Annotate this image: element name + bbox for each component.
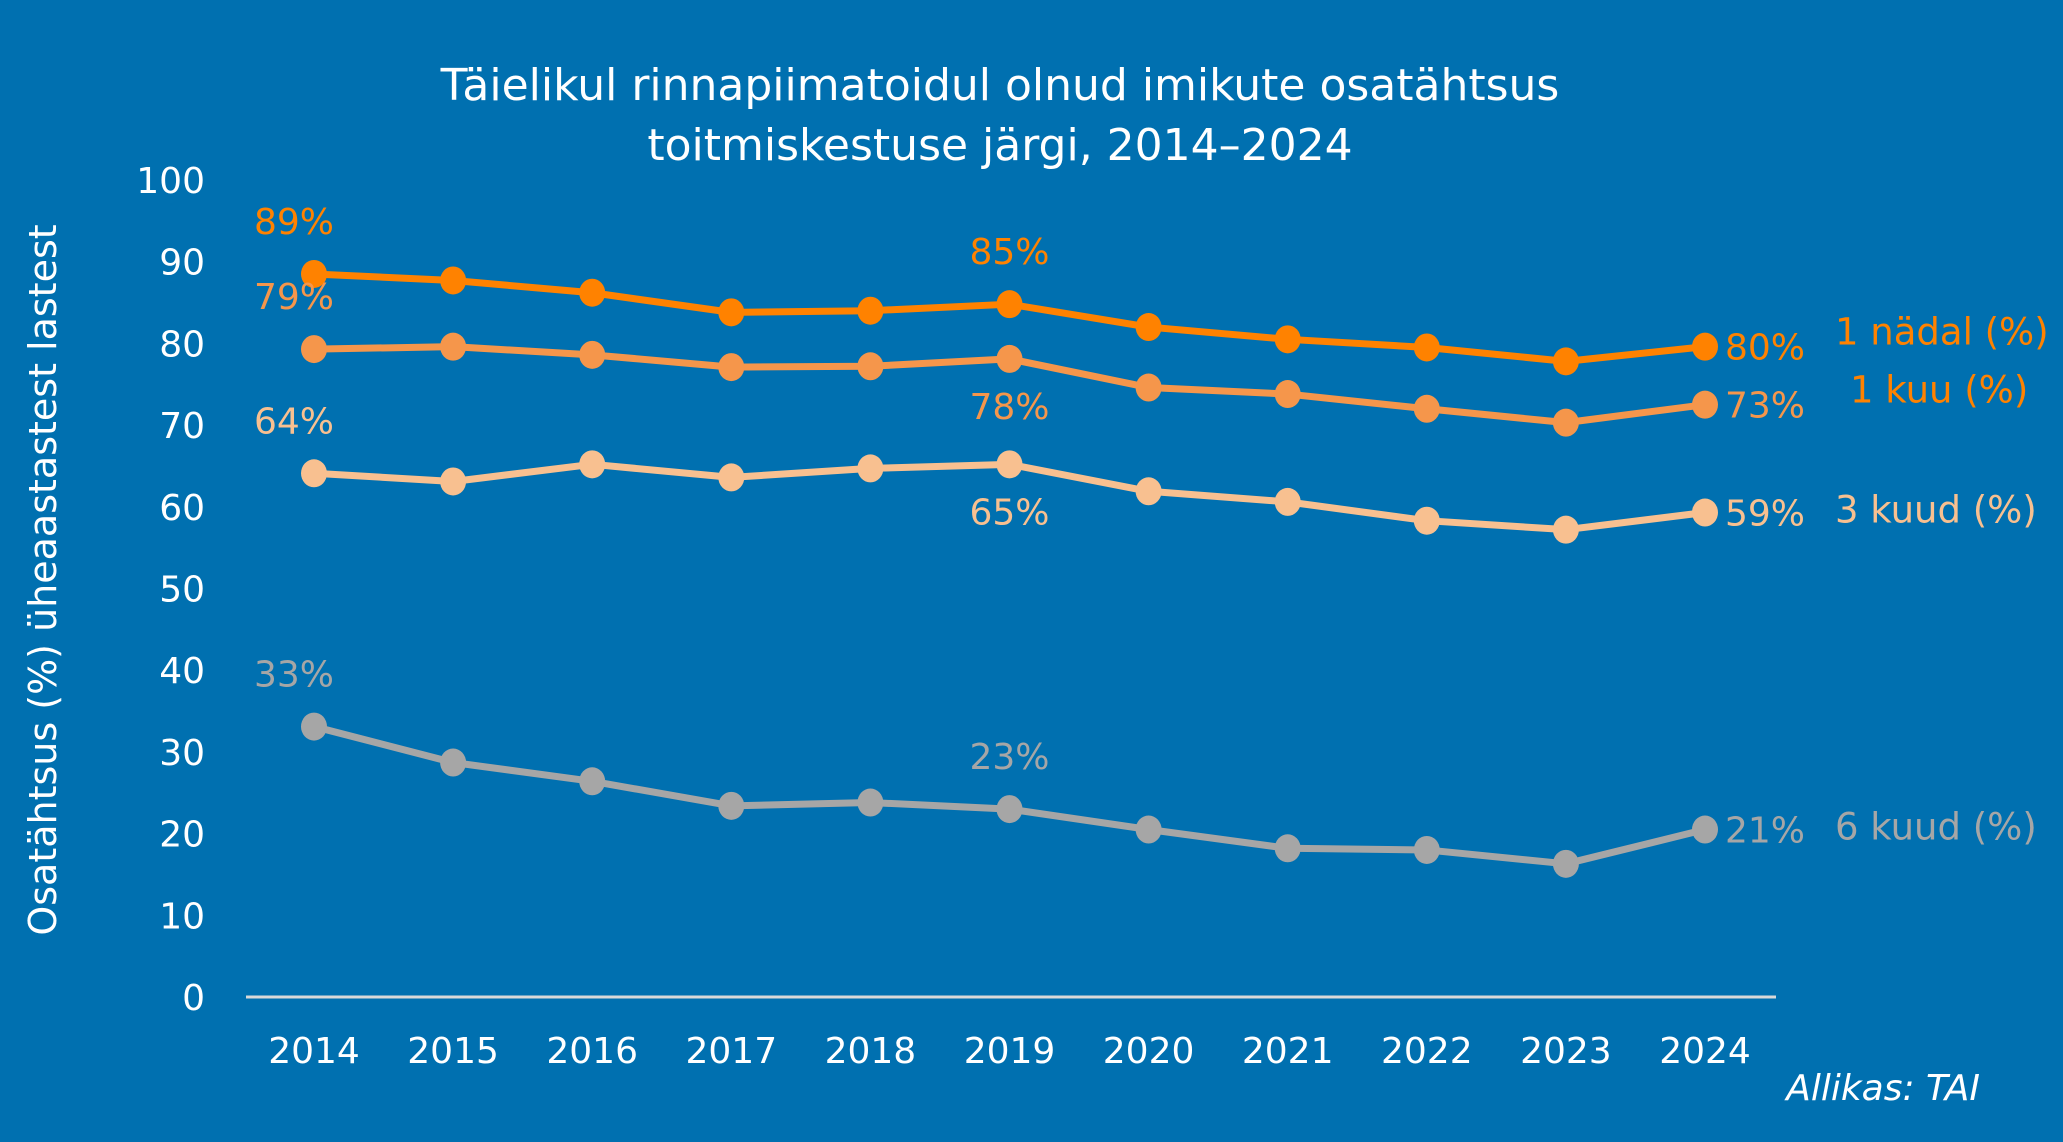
x-tick-label: 2019 <box>964 1031 1056 1072</box>
data-point <box>1692 815 1718 844</box>
y-tick-label: 10 <box>159 896 205 937</box>
y-tick-label: 100 <box>136 161 205 202</box>
data-point <box>996 795 1023 824</box>
data-point <box>996 344 1023 373</box>
y-tick-label: 70 <box>159 406 205 447</box>
data-point <box>1135 477 1162 506</box>
data-point <box>1135 313 1162 342</box>
y-tick-label: 40 <box>159 651 205 692</box>
data-point <box>1692 332 1718 361</box>
legend-label: 1 kuu (%) <box>1850 369 2028 412</box>
data-point <box>1274 487 1301 516</box>
data-point <box>718 353 745 382</box>
series-1: 89% 85% 80% 1 nädal (%) <box>254 202 2049 376</box>
data-point <box>1413 394 1440 423</box>
data-label: 78% <box>969 387 1049 428</box>
data-point <box>996 450 1023 479</box>
data-point <box>301 259 327 288</box>
data-label: 73% <box>1725 386 1805 427</box>
data-point <box>440 266 467 295</box>
data-point <box>1274 834 1301 863</box>
data-point <box>857 788 884 817</box>
x-tick-label: 2021 <box>1242 1031 1334 1072</box>
data-label: 21% <box>1725 811 1805 852</box>
y-tick-label: 90 <box>159 243 205 284</box>
x-tick-label: 2017 <box>685 1031 777 1072</box>
data-label: 23% <box>969 737 1049 778</box>
y-tick-label: 50 <box>159 570 205 611</box>
data-point <box>579 340 606 369</box>
data-label: 59% <box>1725 494 1805 535</box>
data-label: 65% <box>969 492 1049 533</box>
data-point <box>579 767 606 796</box>
data-point <box>301 459 327 488</box>
y-tick-label: 0 <box>182 978 205 1019</box>
series-2: 79% 78% 73% 1 kuu (%) <box>254 277 2028 437</box>
data-point <box>1552 515 1579 544</box>
data-point <box>1274 325 1301 354</box>
data-point <box>857 454 884 483</box>
data-point <box>857 352 884 381</box>
x-tick-label: 2023 <box>1520 1031 1612 1072</box>
data-point <box>1135 815 1162 844</box>
data-point <box>718 298 745 327</box>
data-point <box>1413 333 1440 362</box>
data-label: 79% <box>254 277 334 318</box>
data-point <box>1413 835 1440 864</box>
data-point <box>579 278 606 307</box>
y-tick-label: 20 <box>159 815 205 856</box>
y-axis-label: Osatähtsus (%) üheaastastest lastest <box>21 224 65 935</box>
data-point <box>1135 373 1162 402</box>
data-label: 64% <box>254 401 334 442</box>
x-tick-label: 2018 <box>825 1031 917 1072</box>
x-tick-label: 2015 <box>407 1031 499 1072</box>
data-point <box>440 467 467 496</box>
x-tick-label: 2014 <box>268 1031 360 1072</box>
x-axis-ticks: 2014 2015 2016 2017 2018 2019 2020 2021 2022 2023… <box>268 1031 1751 1072</box>
data-label: 85% <box>969 232 1049 273</box>
data-point <box>1552 849 1579 878</box>
series-3: 64% 65% 59% 3 kuud (%) <box>254 401 2037 544</box>
data-point <box>1692 390 1718 419</box>
data-point <box>1552 347 1579 376</box>
data-label: 33% <box>254 655 334 696</box>
source-note: Allikas: TAI <box>1784 1068 1980 1109</box>
y-tick-label: 30 <box>159 733 205 774</box>
x-tick-label: 2020 <box>1103 1031 1195 1072</box>
x-tick-label: 2024 <box>1659 1031 1751 1072</box>
data-point <box>718 463 745 492</box>
legend-label: 1 nädal (%) <box>1835 311 2049 354</box>
y-tick-label: 60 <box>159 488 205 529</box>
data-point <box>1552 408 1579 437</box>
data-point <box>301 335 327 364</box>
data-point <box>996 290 1023 319</box>
data-point <box>857 296 884 325</box>
data-point <box>1692 498 1718 527</box>
legend-label: 3 kuud (%) <box>1835 489 2037 532</box>
series-4: 33% 23% 21% 6 kuud (%) <box>254 655 2037 878</box>
series-layer: 89%85%80% 1 nädal (%)79%78% 73% 1 kuu (%)64… <box>254 202 2049 878</box>
chart-title-line-2: toitmiskestuse järgi, 2014–2024 <box>647 120 1352 171</box>
data-label: 89% <box>254 202 334 243</box>
x-tick-label: 2022 <box>1381 1031 1473 1072</box>
chart-title-line-1: Täielikul rinnapiimatoidul olnud imikute… <box>440 60 1560 111</box>
data-point <box>1274 380 1301 409</box>
data-point <box>1413 506 1440 535</box>
data-point <box>718 791 745 820</box>
data-label: 80% <box>1725 328 1805 369</box>
y-axis-ticks: 0 10 20 30 40 50 60 70 80 90 100 <box>136 161 205 1019</box>
data-point <box>579 450 606 479</box>
x-tick-label: 2016 <box>546 1031 638 1072</box>
data-point <box>440 748 467 777</box>
data-point <box>301 712 327 741</box>
data-point <box>440 332 467 361</box>
y-tick-label: 80 <box>159 324 205 365</box>
legend-label: 6 kuud (%) <box>1835 806 2037 849</box>
